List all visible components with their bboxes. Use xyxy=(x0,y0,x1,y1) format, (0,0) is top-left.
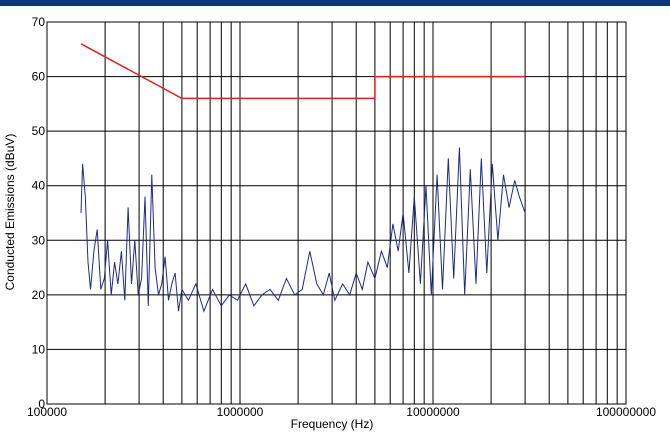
y-tick-label: 20 xyxy=(32,288,46,302)
x-tick-label: 100000 xyxy=(27,405,67,419)
header-bar xyxy=(0,0,670,6)
y-tick-label: 0 xyxy=(38,397,45,411)
x-tick-label: 100000000 xyxy=(596,405,656,419)
x-axis-title: Frequency (Hz) xyxy=(291,417,374,431)
series-layer xyxy=(80,43,526,313)
y-tick-label: 70 xyxy=(32,15,46,29)
y-tick-label: 50 xyxy=(32,124,46,138)
y-tick-label: 30 xyxy=(32,233,46,247)
limit-line xyxy=(80,43,526,100)
y-tick-label: 60 xyxy=(32,70,46,84)
x-tick-label: 10000000 xyxy=(406,405,460,419)
y-axis-title: Conducted Emissions (dBuV) xyxy=(3,134,17,291)
y-tick-label: 10 xyxy=(32,342,46,356)
y-tick-label: 40 xyxy=(32,179,46,193)
x-tick-label: 1000000 xyxy=(217,405,264,419)
x-tick-labels: 100000 1000000 10000000 100000000 xyxy=(27,405,656,419)
emissions-line xyxy=(80,147,526,313)
y-tick-labels: 0 10 20 30 40 50 60 70 xyxy=(32,15,46,411)
grid-layer xyxy=(46,21,626,405)
plot-border xyxy=(46,21,627,405)
